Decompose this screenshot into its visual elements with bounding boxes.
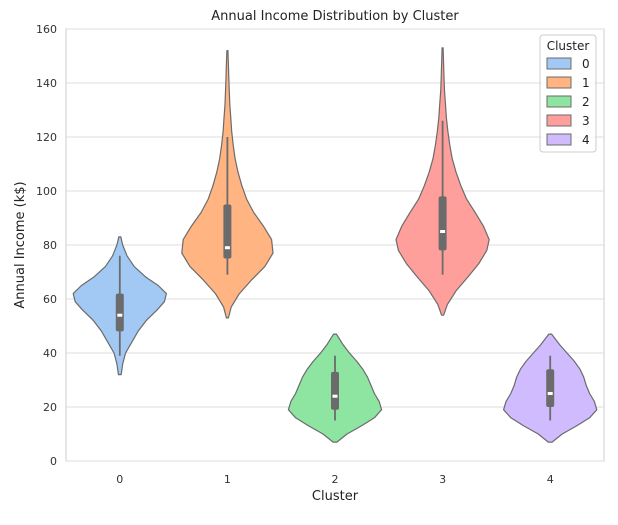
- legend-label: 3: [582, 114, 590, 128]
- legend-swatch: [546, 76, 572, 89]
- violin-3: [395, 47, 490, 316]
- violin-2: [287, 333, 383, 443]
- legend-entry-3: 3: [546, 114, 590, 128]
- violin-iqr-box: [223, 204, 232, 259]
- legend: Cluster 0 1 2 3 4: [539, 34, 597, 153]
- y-tick-label: 120: [36, 131, 57, 144]
- legend-title: Cluster: [547, 39, 590, 53]
- y-tick-label: 20: [43, 401, 57, 414]
- legend-label: 4: [582, 133, 590, 147]
- x-tick-label: 0: [116, 473, 123, 486]
- legend-label: 2: [582, 95, 590, 109]
- x-tick-label: 2: [332, 473, 339, 486]
- legend-label: 1: [582, 76, 590, 90]
- legend-entry-2: 2: [546, 95, 590, 109]
- y-tick-label: 0: [50, 455, 57, 468]
- violin-median: [117, 313, 123, 317]
- y-axis-label: Annual Income (k$): [13, 181, 28, 308]
- legend-entry-0: 0: [546, 57, 590, 71]
- legend-swatch: [546, 114, 572, 127]
- violin-median: [547, 392, 553, 395]
- violin-median: [332, 394, 338, 398]
- y-tick-label: 140: [36, 77, 57, 90]
- violin-iqr-box: [546, 369, 555, 407]
- violin-iqr-box: [331, 371, 339, 410]
- y-tick-label: 100: [36, 185, 57, 198]
- violin-iqr-box: [438, 196, 447, 251]
- grid-lines: [66, 28, 604, 462]
- y-tick-label: 160: [36, 23, 57, 36]
- violins: [72, 47, 598, 443]
- legend-entries: 0 1 2 3 4: [546, 57, 590, 147]
- x-axis-label: Cluster: [312, 489, 359, 504]
- legend-label: 0: [582, 57, 590, 71]
- legend-swatch: [546, 57, 572, 70]
- violin-iqr-box: [115, 293, 124, 332]
- violin-1: [181, 50, 274, 319]
- legend-entry-4: 4: [546, 133, 590, 147]
- x-tick-label: 1: [224, 473, 231, 486]
- x-tick-label: 4: [547, 473, 554, 486]
- x-tick-label: 3: [439, 473, 446, 486]
- chart-title: Annual Income Distribution by Cluster: [211, 9, 459, 24]
- legend-swatch: [546, 133, 572, 146]
- y-tick-label: 60: [43, 293, 57, 306]
- violin-median: [224, 246, 230, 250]
- x-axis-ticks: 0 1 2 3 4: [116, 473, 553, 486]
- y-tick-label: 40: [43, 347, 57, 360]
- y-tick-label: 80: [43, 239, 57, 252]
- violin-median: [440, 230, 446, 233]
- legend-swatch: [546, 95, 572, 108]
- violin-0: [72, 236, 167, 376]
- violin-4: [503, 333, 598, 443]
- legend-entry-1: 1: [546, 76, 590, 90]
- y-axis-ticks: 0 20 40 60 80 100 120 140 160: [36, 23, 57, 468]
